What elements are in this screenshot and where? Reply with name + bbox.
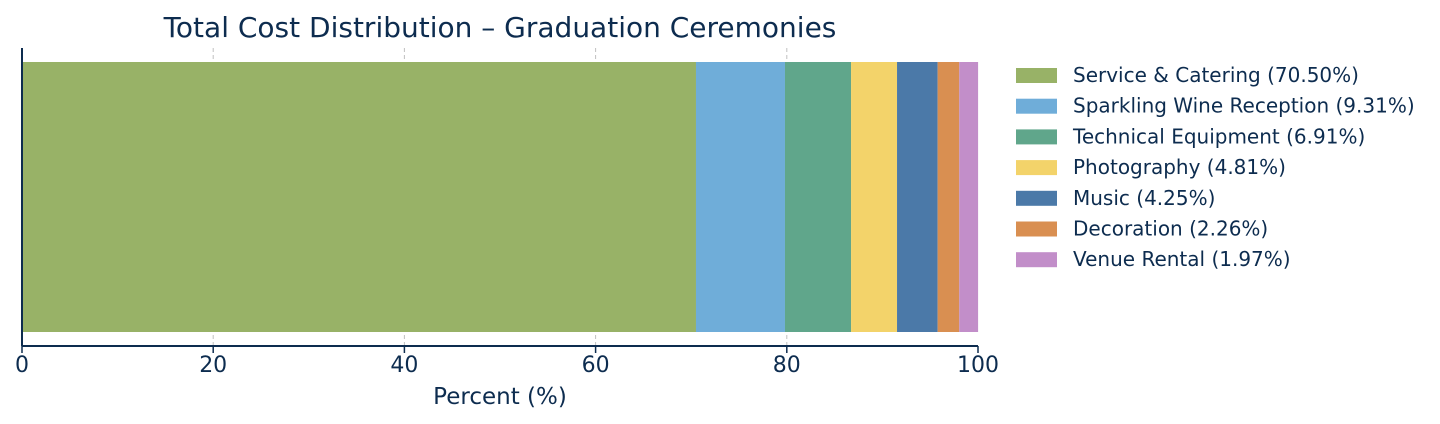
x-tick-label: 0	[15, 353, 29, 378]
bar-segments	[22, 62, 979, 332]
legend-swatch-6	[1016, 252, 1057, 268]
legend-label-2: Technical Equipment (6.91%)	[1072, 124, 1365, 148]
legend-swatch-3	[1016, 160, 1057, 176]
legend: Service & Catering (70.50%) Sparkling Win…	[1016, 63, 1415, 271]
axes	[21, 48, 979, 353]
chart-title: Total Cost Distribution – Graduation Cer…	[163, 11, 837, 44]
bar-segment-6	[959, 62, 979, 332]
x-tick-labels: 0 20 40 60 80 100	[15, 353, 999, 378]
x-axis-label: Percent (%)	[433, 384, 567, 410]
x-tick-label: 100	[957, 353, 999, 378]
legend-swatch-2	[1016, 129, 1057, 145]
legend-label-1: Sparkling Wine Reception (9.31%)	[1073, 94, 1415, 118]
bar-segment-5	[937, 62, 960, 332]
legend-swatch-0	[1016, 68, 1057, 83]
legend-label-6: Venue Rental (1.97%)	[1073, 247, 1291, 271]
x-tick-label: 20	[199, 353, 227, 378]
bar-segment-3	[851, 62, 898, 332]
legend-swatch-1	[1016, 98, 1057, 114]
legend-swatch-5	[1016, 221, 1057, 237]
bar-segment-1	[695, 62, 785, 332]
bar-segment-4	[897, 62, 938, 332]
x-tick-label: 40	[390, 353, 418, 378]
legend-label-0: Service & Catering (70.50%)	[1073, 63, 1359, 87]
legend-label-4: Music (4.25%)	[1073, 186, 1215, 210]
bar-segment-0	[22, 62, 696, 332]
legend-swatch-4	[1016, 190, 1057, 206]
x-tick-label: 60	[582, 353, 610, 378]
bar-segment-2	[784, 62, 852, 332]
legend-label-3: Photography (4.81%)	[1073, 155, 1286, 179]
legend-label-5: Decoration (2.26%)	[1073, 217, 1268, 241]
x-tick-label: 80	[773, 353, 801, 378]
